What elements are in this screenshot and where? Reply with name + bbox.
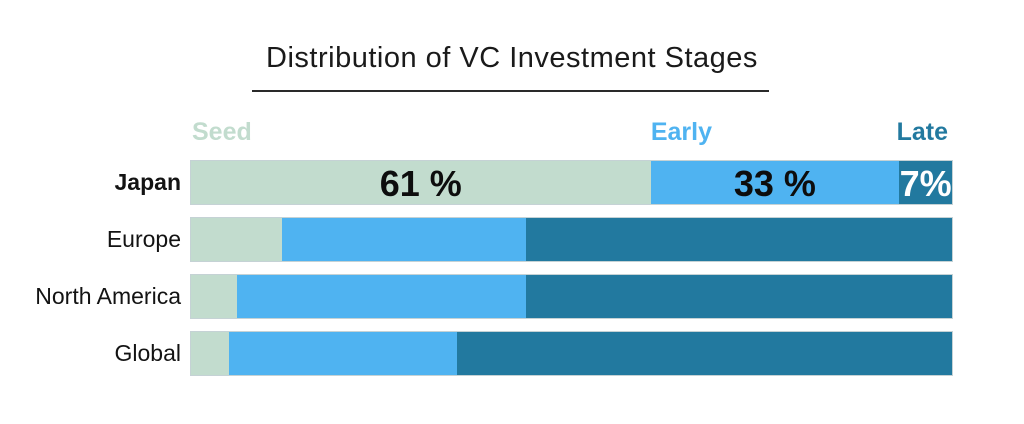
bar-segment-seed-japan: 61 % [191,161,651,204]
chart-title: Distribution of VC Investment Stages [266,42,758,74]
legend-label-late: Late [896,118,948,146]
segment-value-label-late-japan: 7% [899,162,952,204]
bar-segment-late-japan: 7% [899,161,952,204]
stage-legend: Seed Early Late [190,118,953,152]
stacked-bar-europe [190,217,953,262]
legend-label-early: Early [650,118,713,146]
stacked-bar-japan: 61 % 33 % 7% [190,160,953,205]
stacked-bar-global [190,331,953,376]
bar-segment-late-global [457,332,952,375]
title-underline [252,90,769,92]
segment-value-label-seed-japan: 61 % [379,162,462,204]
segment-value-label-early-japan: 33 % [733,162,816,204]
category-label-europe: Europe [106,226,181,252]
bar-segment-seed-north-america [191,275,237,318]
bar-segment-seed-europe [191,218,283,261]
bar-segment-seed-global [191,332,230,375]
bar-segment-early-north-america [236,275,526,318]
bar-segment-early-global [229,332,458,375]
category-label-north-america: North America [35,283,181,309]
bar-rows: Japan 61 % 33 % 7% Europe North America Global [0,160,953,388]
category-label-global: Global [114,340,181,366]
row-global: Global [0,331,953,376]
row-europe: Europe [0,217,953,262]
bar-segment-late-north-america [525,275,952,318]
row-japan: Japan 61 % 33 % 7% [0,160,953,205]
category-label-japan: Japan [114,169,181,195]
bar-segment-late-europe [525,218,952,261]
legend-label-seed: Seed [192,118,252,146]
stacked-bar-north-america [190,274,953,319]
bar-segment-early-japan: 33 % [650,161,900,204]
row-north-america: North America [0,274,953,319]
bar-segment-early-europe [282,218,526,261]
